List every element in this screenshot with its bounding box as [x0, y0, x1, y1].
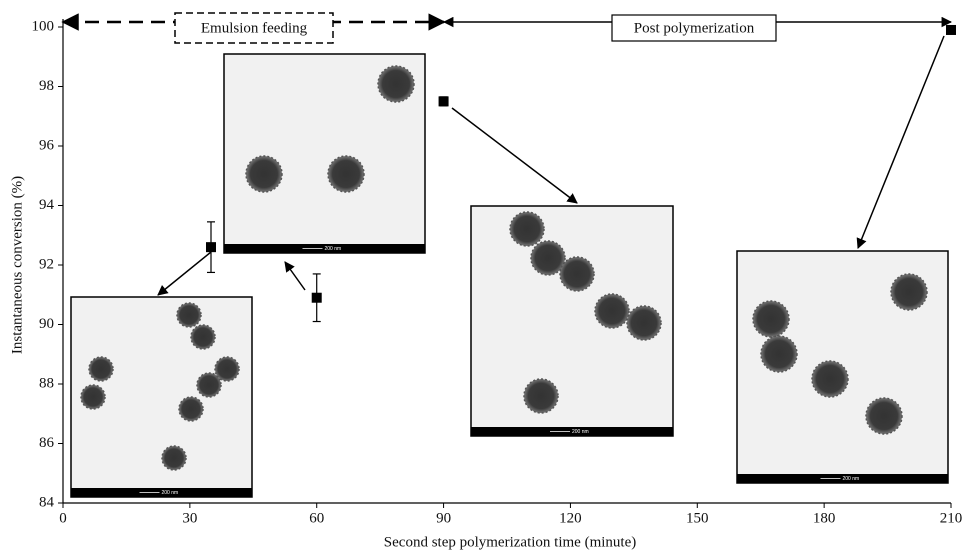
scale-bar-strip — [71, 488, 252, 497]
point — [311, 292, 322, 303]
scale-label: 200 nm — [572, 429, 589, 435]
pointer-arrow — [451, 107, 578, 204]
x-tick-label: 90 — [436, 510, 451, 526]
x-tick-label: 180 — [813, 510, 836, 526]
phase-label: Post polymerization — [634, 20, 755, 36]
particle — [88, 356, 114, 382]
y-axis-label: Instantaneous conversion (%) — [9, 176, 25, 354]
particle — [594, 293, 630, 329]
particle — [890, 273, 928, 311]
particle — [752, 300, 790, 338]
pointer-arrow — [284, 261, 306, 291]
particle — [811, 360, 849, 398]
particle — [559, 256, 595, 292]
particle — [327, 155, 365, 193]
particle — [523, 378, 559, 414]
particle — [377, 65, 415, 103]
y-tick-label: 84 — [39, 494, 55, 510]
y-tick-label: 90 — [39, 316, 54, 332]
particle — [509, 211, 545, 247]
particle — [190, 324, 216, 350]
x-tick-label: 150 — [686, 510, 709, 526]
scale-label: 200 nm — [162, 490, 179, 496]
scale-bar-strip — [471, 427, 673, 436]
y-tick-label: 92 — [39, 256, 54, 272]
y-tick-label: 96 — [39, 137, 55, 153]
particle — [196, 372, 222, 398]
particle — [865, 397, 903, 435]
x-tick-label: 210 — [940, 510, 963, 526]
y-tick-label: 100 — [32, 18, 55, 34]
particle — [530, 240, 566, 276]
particle — [760, 335, 798, 373]
y-tick-label: 94 — [39, 197, 55, 213]
particle — [80, 384, 106, 410]
y-tick-label: 86 — [39, 435, 55, 451]
point — [946, 24, 956, 35]
point — [438, 96, 449, 107]
scale-label: 200 nm — [325, 246, 342, 252]
particle — [176, 302, 202, 328]
y-tick-label: 88 — [39, 375, 54, 391]
y-tick-label: 98 — [39, 78, 54, 94]
pointer-arrow — [856, 35, 945, 249]
particle — [214, 356, 240, 382]
x-tick-label: 60 — [309, 510, 324, 526]
phase-box — [611, 14, 777, 42]
scale-bar-strip — [224, 244, 425, 253]
x-tick-label: 0 — [59, 510, 67, 526]
particle — [245, 155, 283, 193]
phase-box — [174, 12, 334, 44]
pointer-arrow — [157, 251, 212, 296]
x-tick-label: 30 — [182, 510, 197, 526]
particle — [161, 445, 187, 471]
scale-bar-strip — [737, 474, 948, 483]
point — [206, 242, 216, 253]
particle — [626, 305, 662, 341]
x-tick-label: 120 — [559, 510, 582, 526]
x-axis-label: Second step polymerization time (minute) — [384, 534, 636, 550]
phase-label: Emulsion feeding — [201, 20, 308, 36]
scale-label: 200 nm — [843, 476, 860, 482]
particle — [178, 396, 204, 422]
